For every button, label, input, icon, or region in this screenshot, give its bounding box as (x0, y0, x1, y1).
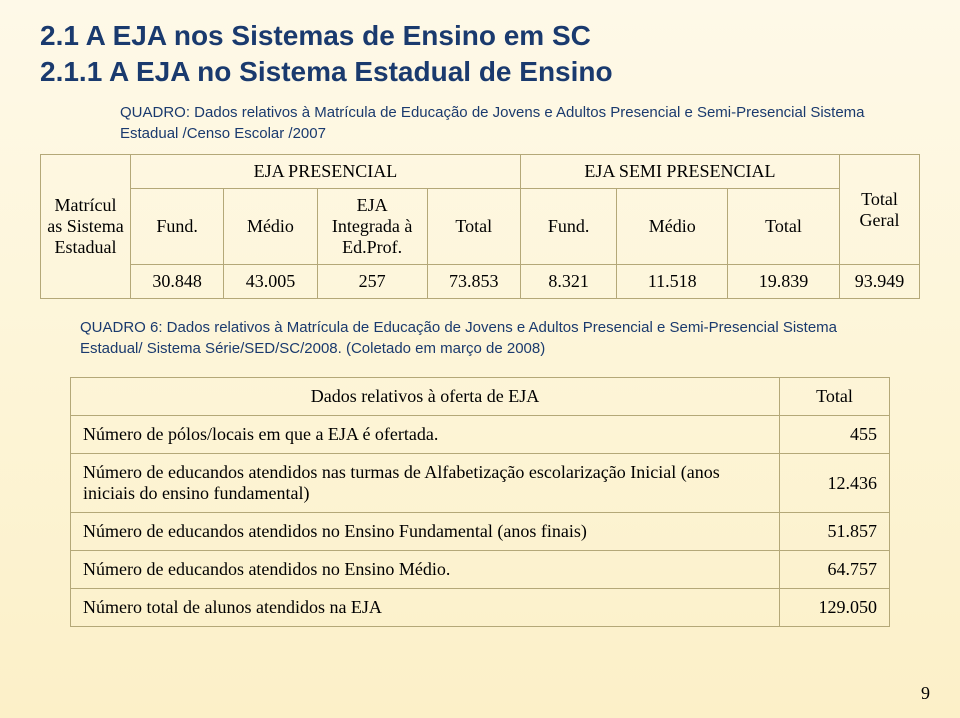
table1-rowhead: Matrícul as Sistema Estadual (41, 155, 131, 299)
table2-row-value: 64.757 (780, 551, 890, 589)
table1-d-total-geral: 93.949 (840, 265, 920, 299)
table2-header-total: Total (780, 378, 890, 416)
table1-h-total-geral: Total Geral (840, 155, 920, 265)
table-row: Número total de alunos atendidos na EJA … (71, 589, 890, 627)
table2-header-label: Dados relativos à oferta de EJA (71, 378, 780, 416)
quadro-caption: QUADRO: Dados relativos à Matrícula de E… (120, 102, 920, 144)
slide-subtitle: 2.1.1 A EJA no Sistema Estadual de Ensin… (40, 56, 920, 88)
table2-row-label: Número de pólos/locais em que a EJA é of… (71, 416, 780, 454)
table1-d-total2: 19.839 (728, 265, 840, 299)
page-number: 9 (921, 683, 930, 704)
table-oferta: Dados relativos à oferta de EJA Total Nú… (70, 377, 890, 627)
table-row: Número de educandos atendidos no Ensino … (71, 513, 890, 551)
table1-h-total1: Total (427, 189, 520, 265)
table1-h-fund2: Fund. (520, 189, 617, 265)
table2-row-label: Número de educandos atendidos no Ensino … (71, 513, 780, 551)
table-row: Número de educandos atendidos nas turmas… (71, 454, 890, 513)
table2-row-label: Número de educandos atendidos nas turmas… (71, 454, 780, 513)
slide-title: 2.1 A EJA nos Sistemas de Ensino em SC (40, 20, 920, 52)
table1-h-eja: EJA Integrada à Ed.Prof. (317, 189, 427, 265)
table1-d-fund1: 30.848 (131, 265, 224, 299)
table1-colgroup-semi: EJA SEMI PRESENCIAL (520, 155, 839, 189)
table2-row-value: 12.436 (780, 454, 890, 513)
table1-d-fund2: 8.321 (520, 265, 617, 299)
table1-h-total2: Total (728, 189, 840, 265)
table2-row-value: 129.050 (780, 589, 890, 627)
table2-row-value: 455 (780, 416, 890, 454)
table1-d-medio2: 11.518 (617, 265, 728, 299)
table1-colgroup-presencial: EJA PRESENCIAL (131, 155, 521, 189)
table-matriculas: Matrícul as Sistema Estadual EJA PRESENC… (40, 154, 920, 299)
table1-d-medio1: 43.005 (224, 265, 317, 299)
table1-d-total1: 73.853 (427, 265, 520, 299)
table1-h-medio2: Médio (617, 189, 728, 265)
table1-h-medio1: Médio (224, 189, 317, 265)
quadro6-caption: QUADRO 6: Dados relativos à Matrícula de… (80, 317, 880, 359)
table1-d-eja: 257 (317, 265, 427, 299)
table-row: Número de educandos atendidos no Ensino … (71, 551, 890, 589)
table1-h-fund1: Fund. (131, 189, 224, 265)
table2-row-value: 51.857 (780, 513, 890, 551)
table-row: Número de pólos/locais em que a EJA é of… (71, 416, 890, 454)
table2-row-label: Número total de alunos atendidos na EJA (71, 589, 780, 627)
table2-row-label: Número de educandos atendidos no Ensino … (71, 551, 780, 589)
